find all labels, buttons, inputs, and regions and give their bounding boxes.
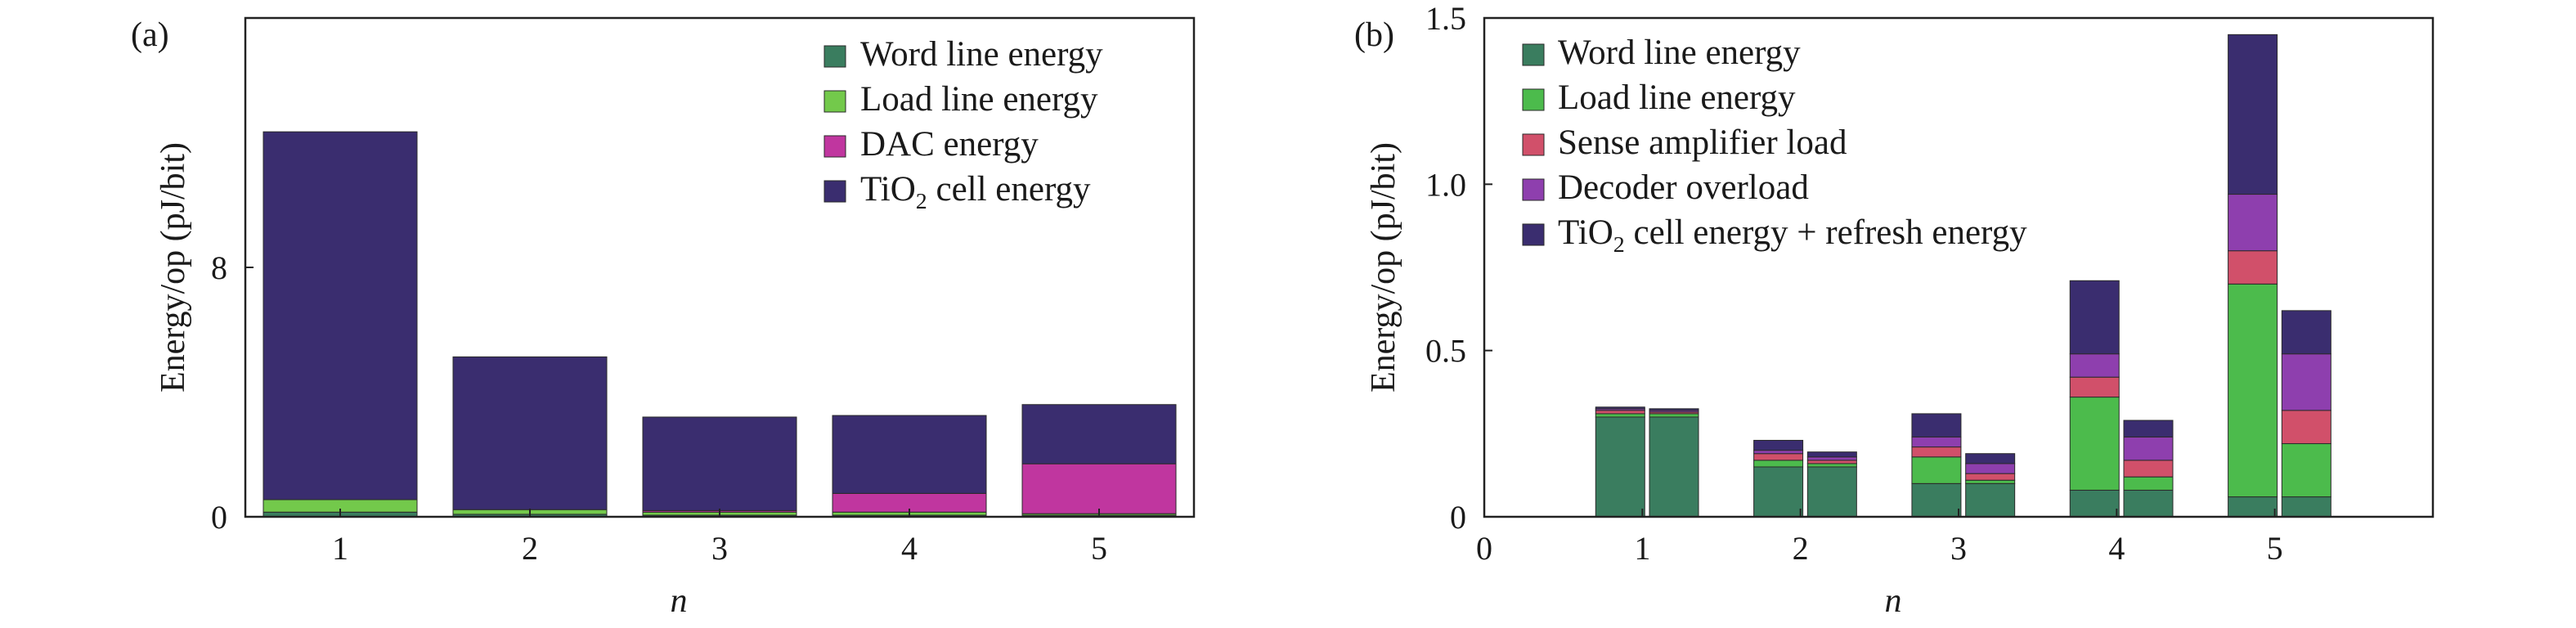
legend-label-b: TiO2 cell energy + refresh energy [1558, 213, 2027, 258]
legend-swatch-b [1522, 223, 1545, 246]
bar-b-5-7 [2069, 280, 2120, 355]
legend-label-b: Sense amplifier load [1558, 123, 1847, 162]
bar-b-2-2 [1649, 413, 1699, 418]
bar-b-3-6 [1965, 473, 2016, 481]
bar-b-3-1 [1595, 410, 1645, 415]
xtick-label-a: 2 [522, 530, 538, 567]
xtick-label-a: 5 [1091, 530, 1107, 567]
bar-b-3-8 [2123, 460, 2174, 478]
bar-b-2-7 [2069, 397, 2120, 491]
xtick-label-a: 1 [332, 530, 348, 567]
bar-b-3-3 [1753, 453, 1804, 461]
ytick-label-b: 0.5 [1425, 333, 1466, 370]
bar-b-1-10 [2281, 496, 2331, 518]
ytick-label-b: 1.0 [1425, 166, 1466, 203]
legend-swatch-a [824, 135, 846, 158]
bar-b-1-9 [2228, 496, 2278, 518]
panel-label-a: (a) [131, 16, 169, 54]
bar-b-2-10 [2281, 443, 2331, 498]
bar-b-1-1 [1595, 416, 1645, 518]
bar-b-5-4 [1806, 451, 1857, 458]
bar-b-3-10 [2281, 410, 2331, 445]
x-axis-title-a: n [671, 582, 688, 620]
legend-label-a: DAC energy [860, 125, 1039, 164]
bar-b-3-7 [2069, 376, 2120, 398]
bar-a-4-2 [452, 356, 608, 510]
y-axis-title-b: Energy/op (pJ/bit) [1365, 142, 1402, 392]
legend-swatch-b [1522, 88, 1545, 111]
xtick-label-b: 2 [1793, 530, 1809, 567]
bar-a-3-5 [1021, 463, 1177, 514]
x-axis-title-b: n [1885, 582, 1902, 620]
xtick-label-a: 3 [711, 530, 728, 567]
legend-label-b: Word line energy [1558, 34, 1801, 72]
bar-b-1-5 [1911, 482, 1962, 518]
bar-b-4-6 [1965, 463, 2016, 474]
legend-swatch-b [1522, 178, 1545, 201]
bar-b-1-7 [2069, 489, 2120, 518]
xtick-label-a: 4 [901, 530, 918, 567]
xtick-label-b: 5 [2267, 530, 2283, 567]
bar-b-2-8 [2123, 476, 2174, 491]
legend-label-a: TiO2 cell energy [860, 170, 1091, 214]
bar-b-3-9 [2228, 250, 2278, 285]
xtick-label-b: 4 [2108, 530, 2125, 567]
ytick-label-a: 8 [211, 249, 227, 286]
bar-b-1-8 [2123, 489, 2174, 518]
panel-label-b: (b) [1354, 16, 1394, 54]
bar-a-4-1 [263, 131, 418, 500]
bar-b-3-4 [1806, 460, 1857, 464]
legend-swatch-a [824, 90, 846, 113]
bar-b-5-5 [1911, 413, 1962, 437]
bar-a-4-3 [642, 416, 797, 511]
bar-b-1-6 [1965, 482, 2016, 518]
ytick-label-b: 1.5 [1425, 0, 1466, 37]
xtick-label-b: 0 [1476, 530, 1492, 567]
legend-label-a: Word line energy [860, 35, 1103, 74]
xtick-label-b: 3 [1950, 530, 1967, 567]
legend-swatch-a [824, 45, 846, 68]
bar-b-2-1 [1595, 413, 1645, 418]
bar-b-5-3 [1753, 439, 1804, 451]
bar-b-2-5 [1911, 456, 1962, 484]
bar-b-3-5 [1911, 446, 1962, 458]
bar-b-5-2 [1649, 408, 1699, 411]
bar-b-4-7 [2069, 353, 2120, 378]
ytick-label-a: 0 [211, 499, 227, 536]
legend-swatch-b [1522, 133, 1545, 156]
bar-b-4-4 [1806, 456, 1857, 461]
y-axis-title-a: Energy/op (pJ/bit) [155, 142, 192, 392]
bar-b-4-5 [1911, 436, 1962, 448]
bar-b-1-3 [1753, 466, 1804, 518]
bar-b-1-4 [1806, 466, 1857, 518]
bar-a-4-4 [832, 415, 987, 494]
bar-b-4-3 [1753, 450, 1804, 455]
bar-b-2-3 [1753, 460, 1804, 468]
xtick-label-b: 1 [1634, 530, 1650, 567]
bar-b-5-10 [2281, 310, 2331, 355]
bar-b-5-1 [1595, 406, 1645, 410]
bar-b-5-9 [2228, 34, 2278, 195]
bar-b-1-2 [1649, 416, 1699, 518]
bar-b-2-9 [2228, 283, 2278, 498]
bar-b-4-8 [2123, 436, 2174, 461]
legend-swatch-a [824, 180, 846, 203]
legend-label-a: Load line energy [860, 80, 1098, 119]
bar-b-2-6 [1965, 479, 2016, 484]
legend-swatch-b [1522, 43, 1545, 66]
bar-b-4-9 [2228, 194, 2278, 252]
legend-label-b: Load line energy [1558, 78, 1796, 117]
ytick-label-b: 0 [1450, 499, 1466, 536]
bar-a-4-5 [1021, 404, 1177, 464]
bar-b-2-4 [1806, 463, 1857, 468]
legend-label-b: Decoder overload [1558, 168, 1809, 207]
bar-b-5-6 [1965, 453, 2016, 464]
bar-b-4-10 [2281, 353, 2331, 411]
bar-b-5-8 [2123, 419, 2174, 437]
